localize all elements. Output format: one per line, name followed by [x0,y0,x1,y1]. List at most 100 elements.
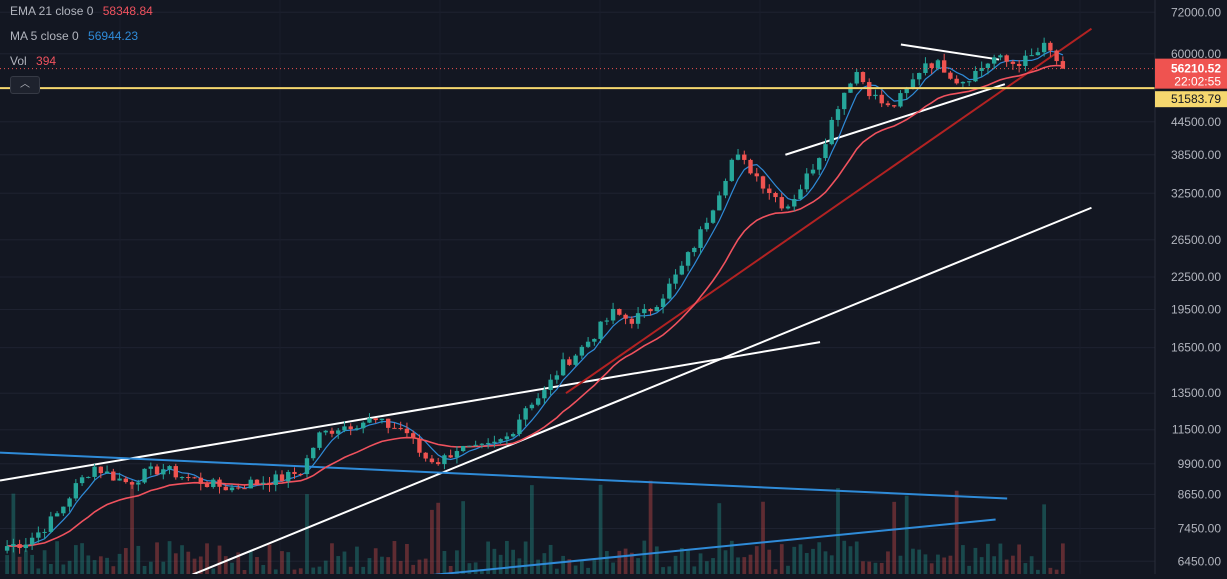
candle-body [336,430,341,434]
volume-bar [1061,543,1065,574]
volume-bar [904,495,909,574]
candle-body [410,433,416,439]
candle-body [560,359,566,376]
candle-body [629,318,635,324]
volume-bar [873,562,878,574]
candle-body [254,479,260,484]
candle-body [467,445,472,447]
candle-body [211,479,216,488]
candle-body [879,94,884,104]
volume-bar [892,501,897,574]
volume-bar [405,543,409,574]
volume-bar [498,554,503,574]
volume-bar [654,546,659,574]
volume-bar [573,565,578,574]
volume-bar [942,557,947,574]
volume-bar [80,543,84,574]
candle-body [542,390,547,399]
legend-vol[interactable]: Vol 394 [10,54,153,79]
y-tick-label: 38500.00 [1171,148,1221,162]
candle-body [304,458,310,475]
candle-body [329,430,335,434]
volume-bar [436,502,441,574]
y-tick-label: 72000.00 [1171,5,1221,19]
level-badge-text: 51583.79 [1171,92,1221,106]
candle-body [598,321,603,339]
candle-body [367,418,372,423]
volume-bar [1036,569,1040,574]
volume-bar [836,487,840,574]
candle-body [1029,55,1034,57]
collapse-legend-button[interactable]: ︿ [10,76,40,94]
volume-bar [23,550,28,574]
candle-body [161,469,166,475]
candle-body [236,487,241,489]
legend-ma[interactable]: MA 5 close 0 56944.23 [10,29,153,54]
volume-bar [192,558,197,574]
volume-bar [98,556,103,574]
candle-body [610,308,616,321]
volume-bar [311,567,316,574]
candle-body [342,426,347,431]
candle-body [710,210,716,223]
candle-body [979,67,984,71]
volume-bar [786,565,790,574]
volume-bar [305,494,309,574]
candle-body [361,422,366,429]
volume-bar [198,556,203,574]
volume-bar [936,554,940,574]
volume-bar [180,545,184,574]
volume-bar [711,558,715,574]
volume-bar [92,560,97,574]
candle-body [248,479,253,489]
volume-bar [1004,559,1009,574]
volume-bar [742,557,747,574]
candle-body [898,93,903,107]
candle-body [29,537,35,545]
candle-body [1023,55,1028,66]
candle-body [904,88,909,94]
volume-bar [336,556,341,574]
candle-body [204,483,210,488]
volume-bar [561,555,565,574]
candle-body [892,105,897,107]
volume-bar [467,563,472,574]
volume-bar [661,567,665,574]
white-trendline [900,43,1000,61]
volume-bar [230,562,234,574]
volume-bar [629,552,634,574]
volume-bar [579,559,584,574]
candle-body [417,438,422,453]
candle-body [692,247,697,253]
volume-bar [55,541,59,574]
candle-body [829,119,834,145]
legend-ema[interactable]: EMA 21 close 0 58348.84 [10,4,153,29]
candle-body [642,308,647,314]
candle-body [192,477,197,479]
candle-body [535,398,541,405]
volume-bar [261,564,266,574]
volume-bar [1054,569,1059,574]
last-price-badge [1155,58,1227,89]
candle-body [448,455,453,458]
candle-body [111,471,116,481]
volume-bar [5,555,9,574]
volume-bar [842,540,847,574]
candle-body [1060,61,1066,69]
candle-body [998,55,1003,58]
volume-bar [398,560,403,574]
candle-body [679,265,684,275]
volume-bar [929,563,934,574]
volume-bar [130,483,134,574]
candle-body [1041,42,1047,53]
volume-bar [961,545,965,574]
volume-bar [48,563,53,574]
candle-body [723,180,728,196]
candle-body [67,498,72,507]
legend-ema-value: 58348.84 [102,4,153,18]
y-tick-label: 32500.00 [1171,186,1221,200]
volume-bar [754,546,759,574]
candle-body [311,447,316,459]
